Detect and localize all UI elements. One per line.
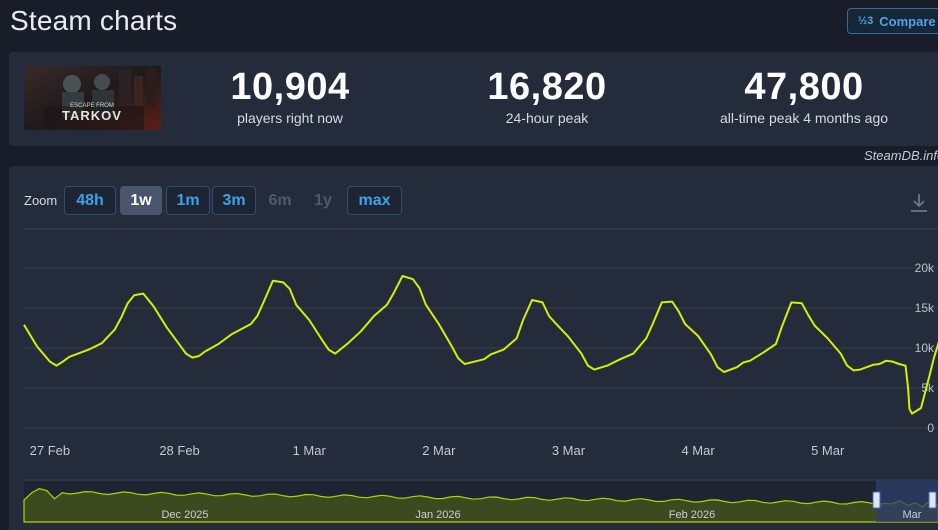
- zoom-1w-button[interactable]: 1w: [120, 186, 162, 215]
- all-time-peak-value: 47,800: [744, 66, 864, 108]
- navigator-tick-label: Feb 2026: [669, 509, 715, 521]
- game-artwork-icon: ESCAPE FROM TARKOV: [24, 66, 161, 130]
- zoom-6m-button: 6m: [268, 191, 292, 209]
- zoom-48h-button[interactable]: 48h: [64, 186, 116, 215]
- compare-label: Compare: [879, 13, 936, 29]
- x-tick-label: 5 Mar: [811, 443, 845, 458]
- stat-all-time-peak: 47,800 all-time peak 4 months ago: [704, 66, 904, 127]
- all-time-peak-label: all-time peak 4 months ago: [719, 110, 889, 126]
- x-tick-label: 28 Feb: [159, 443, 199, 458]
- y-tick-label: 0: [927, 421, 934, 435]
- x-tick-label: 2 Mar: [422, 443, 456, 458]
- navigator-tick-label: Mar: [903, 509, 922, 521]
- navigator-left-handle[interactable]: [872, 491, 881, 509]
- thumbnail-subtitle: ESCAPE FROM: [70, 103, 114, 109]
- chart-series: [23, 275, 938, 415]
- zoom-3m-button[interactable]: 3m: [212, 186, 256, 215]
- current-players-label: players right now: [237, 110, 343, 126]
- y-tick-label: 10k: [915, 341, 935, 355]
- x-tick-label: 27 Feb: [30, 443, 70, 458]
- compare-icon: ½3: [858, 14, 874, 27]
- x-tick-label: 4 Mar: [681, 443, 715, 458]
- steamdb-credit[interactable]: SteamDB.info: [864, 148, 938, 163]
- compare-button[interactable]: ½3 Compare: [847, 8, 938, 34]
- y-tick-label: 15k: [915, 301, 935, 315]
- x-tick-label: 1 Mar: [293, 443, 327, 458]
- y-tick-label: 20k: [915, 261, 935, 275]
- current-players-value: 10,904: [230, 66, 350, 108]
- series-line[interactable]: [23, 275, 938, 415]
- game-thumbnail[interactable]: ESCAPE FROM TARKOV: [24, 66, 161, 130]
- zoom-1y-button: 1y: [314, 191, 332, 209]
- thumbnail-logo: TARKOV: [62, 108, 122, 123]
- navigator: Dec 2025 Jan 2026 Feb 2026 Mar: [23, 479, 938, 523]
- zoom-1m-button[interactable]: 1m: [166, 186, 210, 215]
- zoom-max-button[interactable]: max: [347, 186, 402, 215]
- stat-current-players: 10,904 players right now: [219, 66, 361, 127]
- peak-24h-label: 24-hour peak: [505, 110, 589, 126]
- navigator-tick-label: Dec 2025: [161, 509, 208, 521]
- stats-panel: [9, 52, 938, 146]
- x-tick-label: 3 Mar: [552, 443, 586, 458]
- download-icon[interactable]: [910, 193, 928, 213]
- zoom-label: Zoom: [24, 193, 58, 208]
- page-title: Steam charts: [10, 5, 178, 36]
- navigator-series: [23, 488, 938, 523]
- chart-grid: [24, 228, 938, 429]
- navigator-selection[interactable]: [876, 480, 938, 522]
- x-axis-ticks: 27 Feb 28 Feb 1 Mar 2 Mar 3 Mar 4 Mar 5 Mar: [30, 443, 845, 458]
- peak-24h-value: 16,820: [487, 66, 607, 108]
- navigator-tick-label: Jan 2026: [415, 509, 460, 521]
- stat-24h-peak: 16,820 24-hour peak: [476, 66, 618, 127]
- navigator-right-handle[interactable]: [928, 491, 937, 509]
